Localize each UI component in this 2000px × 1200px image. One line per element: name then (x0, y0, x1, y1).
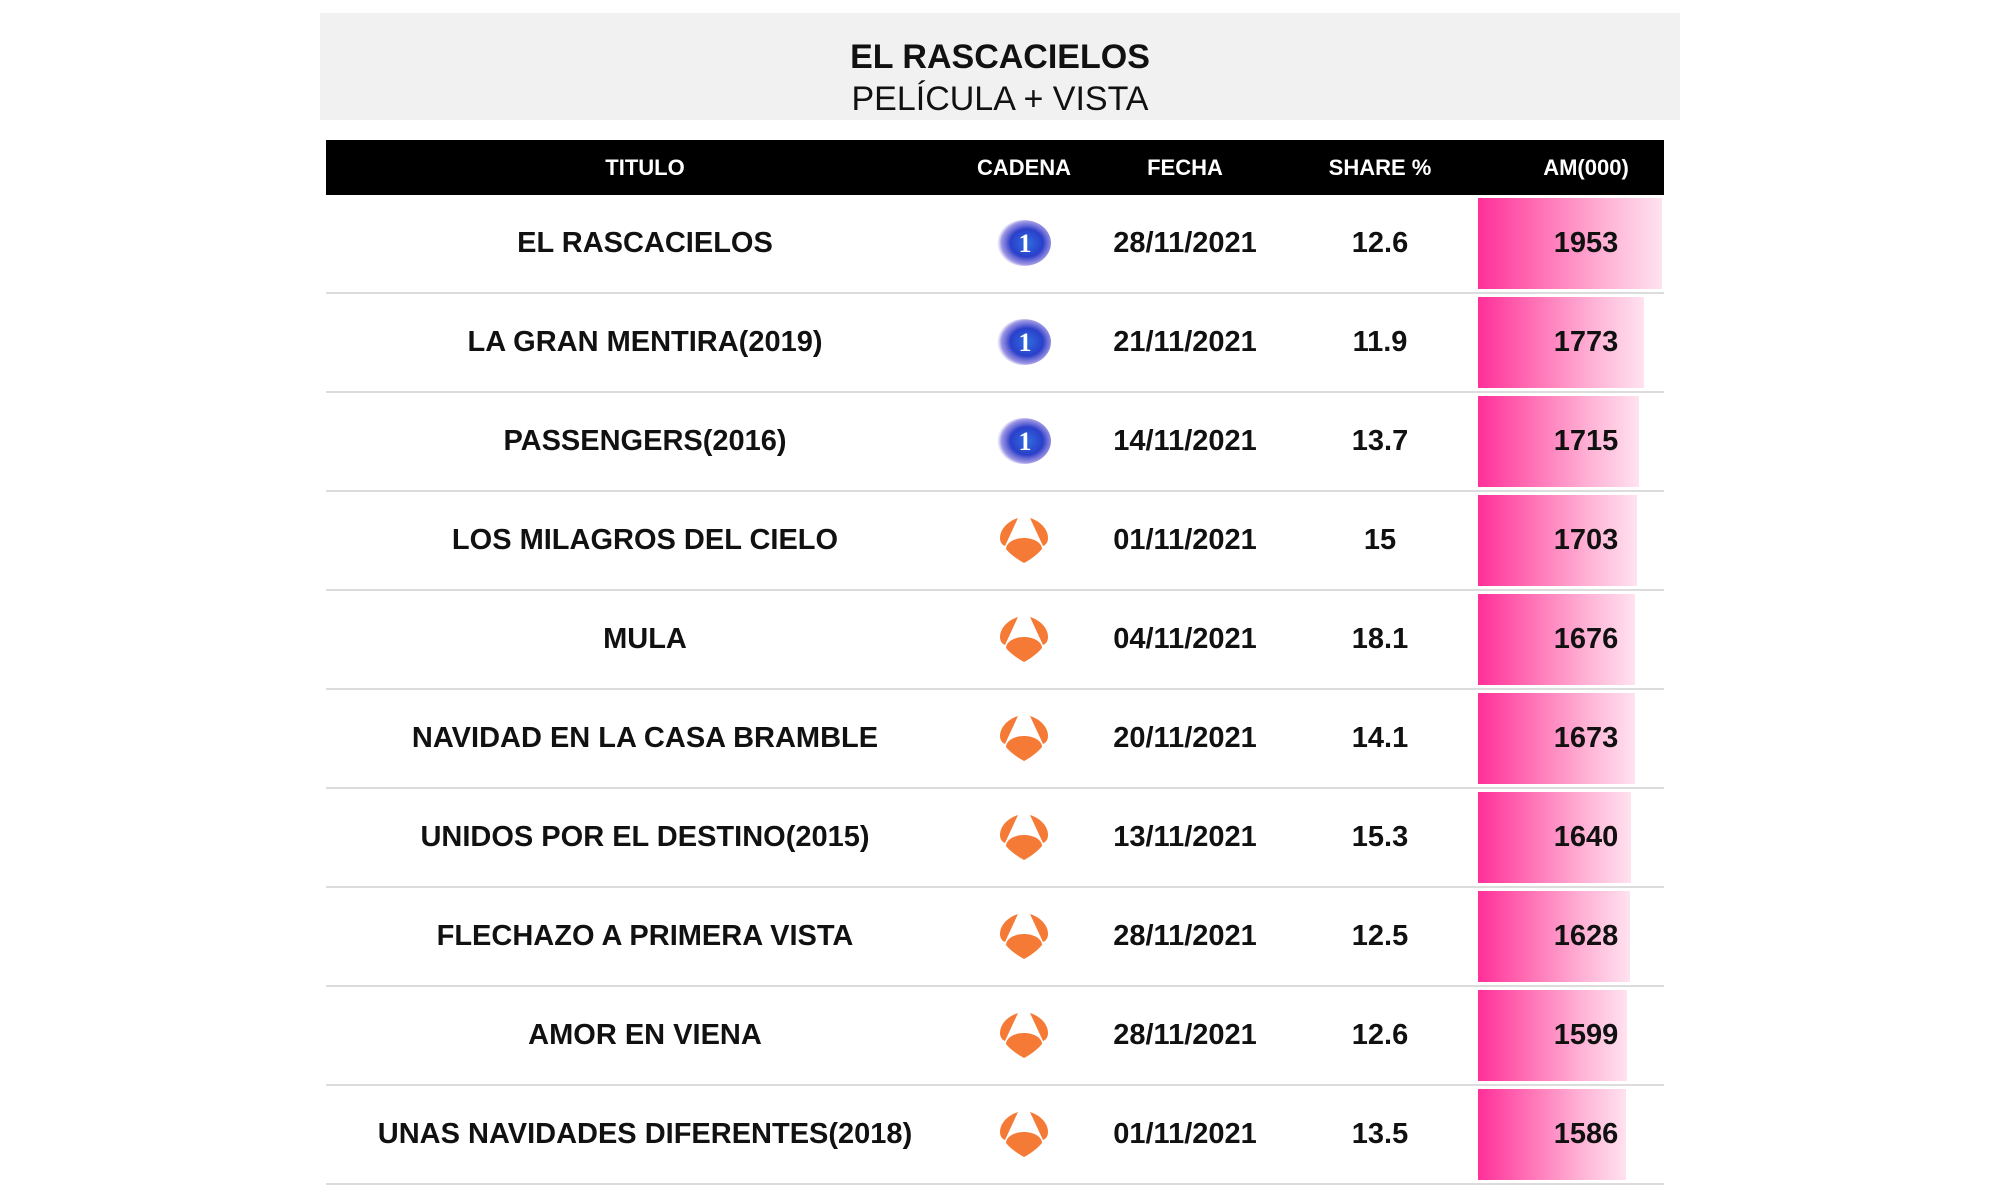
ratings-table: TITULO CADENA FECHA SHARE % AM(000) EL R… (326, 140, 1664, 1185)
table-row: FLECHAZO A PRIMERA VISTA 28/11/2021 12.5… (326, 888, 1664, 987)
svg-text:1: 1 (1019, 328, 1032, 357)
antena3-logo-icon (996, 912, 1052, 960)
cell-titulo: EL RASCACIELOS (517, 227, 773, 259)
cell-titulo: LOS MILAGROS DEL CIELO (451, 524, 839, 556)
am-bar (1478, 891, 1631, 982)
cell-fecha: 01/11/2021 (1113, 524, 1257, 556)
cell-fecha: 13/11/2021 (1113, 821, 1257, 853)
column-header-fecha: FECHA (1147, 155, 1223, 180)
cell-share: 14.1 (1351, 722, 1409, 754)
table-header: TITULO CADENA FECHA SHARE % AM(000) (326, 140, 1664, 195)
antena3-logo-icon (996, 1011, 1052, 1059)
cell-share: 15.3 (1351, 821, 1409, 853)
antena3-logo-icon (996, 516, 1052, 564)
page-subtitle: PELÍCULA + VISTA (851, 80, 1149, 118)
cell-fecha: 20/11/2021 (1113, 722, 1257, 754)
title-box: EL RASCACIELOS PELÍCULA + VISTA (320, 13, 1680, 120)
cell-am: 1703 (1553, 524, 1619, 556)
table-row: LA GRAN MENTIRA(2019) 1 21/11/2021 11.9 … (326, 294, 1664, 393)
antena3-logo-icon (996, 714, 1052, 762)
svg-text:1: 1 (1019, 229, 1032, 258)
table-row: NAVIDAD EN LA CASA BRAMBLE 20/11/2021 14… (326, 690, 1664, 789)
table-row: EL RASCACIELOS 1 28/11/2021 12.6 1953 (326, 195, 1664, 294)
cell-titulo: MULA (603, 623, 687, 655)
page-title: EL RASCACIELOS (850, 38, 1150, 76)
am-bar (1478, 198, 1662, 289)
cell-fecha: 04/11/2021 (1113, 623, 1257, 655)
cell-fecha: 01/11/2021 (1113, 1118, 1257, 1150)
table-row: PASSENGERS(2016) 1 14/11/2021 13.7 1715 (326, 393, 1664, 492)
cell-am: 1673 (1553, 722, 1619, 754)
antena3-logo-icon (996, 813, 1052, 861)
la1-logo-icon: 1 (996, 417, 1052, 465)
cell-share: 12.6 (1351, 227, 1409, 259)
cell-am: 1640 (1553, 821, 1619, 853)
cell-am: 1715 (1553, 425, 1619, 457)
cell-share: 15 (1363, 524, 1397, 556)
am-bar (1478, 1089, 1626, 1180)
cell-fecha: 28/11/2021 (1113, 920, 1257, 952)
cell-share: 11.9 (1352, 326, 1408, 358)
cell-share: 12.5 (1351, 920, 1409, 952)
table-body: EL RASCACIELOS 1 28/11/2021 12.6 1953 LA… (326, 195, 1664, 1185)
table-row: UNIDOS POR EL DESTINO(2015) 13/11/2021 1… (326, 789, 1664, 888)
cell-am: 1586 (1553, 1118, 1619, 1150)
table-row: AMOR EN VIENA 28/11/2021 12.6 1599 (326, 987, 1664, 1086)
am-bar (1478, 792, 1632, 883)
cell-titulo: FLECHAZO A PRIMERA VISTA (436, 920, 854, 952)
am-bar (1478, 990, 1628, 1081)
cell-am: 1676 (1553, 623, 1619, 655)
cell-am: 1599 (1553, 1019, 1619, 1051)
cell-titulo: AMOR EN VIENA (528, 1019, 762, 1051)
cell-share: 13.7 (1351, 425, 1409, 457)
am-bar (1478, 495, 1638, 586)
column-header-titulo: TITULO (605, 155, 685, 180)
cell-share: 18.1 (1351, 623, 1409, 655)
column-header-share: SHARE % (1328, 155, 1432, 180)
am-bar (1478, 693, 1635, 784)
am-bar (1478, 594, 1635, 685)
antena3-logo-icon (996, 615, 1052, 663)
cell-titulo: PASSENGERS(2016) (503, 425, 787, 457)
column-header-am: AM(000) (1543, 155, 1629, 180)
cell-fecha: 28/11/2021 (1113, 227, 1257, 259)
cell-fecha: 14/11/2021 (1113, 425, 1257, 457)
la1-logo-icon: 1 (996, 318, 1052, 366)
cell-share: 13.5 (1351, 1118, 1409, 1150)
table-row: LOS MILAGROS DEL CIELO 01/11/2021 15 170… (326, 492, 1664, 591)
svg-text:1: 1 (1019, 427, 1032, 456)
cell-am: 1953 (1553, 227, 1619, 259)
cell-titulo: LA GRAN MENTIRA(2019) (467, 326, 823, 358)
cell-titulo: NAVIDAD EN LA CASA BRAMBLE (411, 722, 879, 754)
cell-fecha: 28/11/2021 (1113, 1019, 1257, 1051)
cell-fecha: 21/11/2021 (1113, 326, 1257, 358)
cell-am: 1628 (1553, 920, 1619, 952)
cell-am: 1773 (1553, 326, 1619, 358)
cell-share: 12.6 (1351, 1019, 1409, 1051)
table-row: UNAS NAVIDADES DIFERENTES(2018) 01/11/20… (326, 1086, 1664, 1185)
table-row: MULA 04/11/2021 18.1 1676 (326, 591, 1664, 690)
la1-logo-icon: 1 (996, 219, 1052, 267)
am-bar (1478, 396, 1639, 487)
cell-titulo: UNAS NAVIDADES DIFERENTES(2018) (377, 1118, 913, 1150)
antena3-logo-icon (996, 1110, 1052, 1158)
am-bar (1478, 297, 1645, 388)
column-header-cadena: CADENA (976, 155, 1072, 180)
cell-titulo: UNIDOS POR EL DESTINO(2015) (420, 821, 870, 853)
